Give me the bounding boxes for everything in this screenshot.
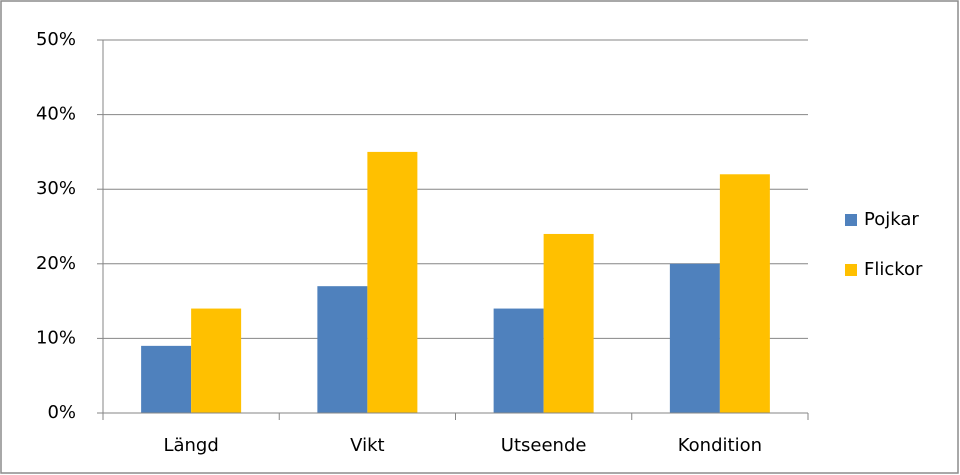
x-tick-label: Utseende [501, 435, 587, 456]
y-tick-label: 10% [36, 327, 76, 348]
bar [367, 151, 418, 413]
x-tick-label: Kondition [678, 435, 762, 456]
x-tick-label: Längd [163, 435, 218, 456]
y-tick-label: 0% [47, 402, 76, 423]
bar [493, 308, 544, 413]
y-tick-label: 30% [36, 178, 76, 199]
y-tick-label: 40% [36, 104, 76, 125]
legend-swatch [845, 214, 857, 226]
x-tick-label: Vikt [350, 435, 384, 456]
bar [191, 308, 242, 413]
legend-label: Pojkar [864, 209, 919, 230]
legend-label: Flickor [864, 259, 923, 280]
bar [719, 174, 770, 413]
bar [317, 286, 368, 413]
y-tick-label: 20% [36, 253, 76, 274]
bar [669, 263, 720, 413]
y-tick-label: 50% [36, 29, 76, 50]
bar [543, 233, 594, 413]
legend-swatch [845, 264, 857, 276]
bar [141, 345, 192, 413]
